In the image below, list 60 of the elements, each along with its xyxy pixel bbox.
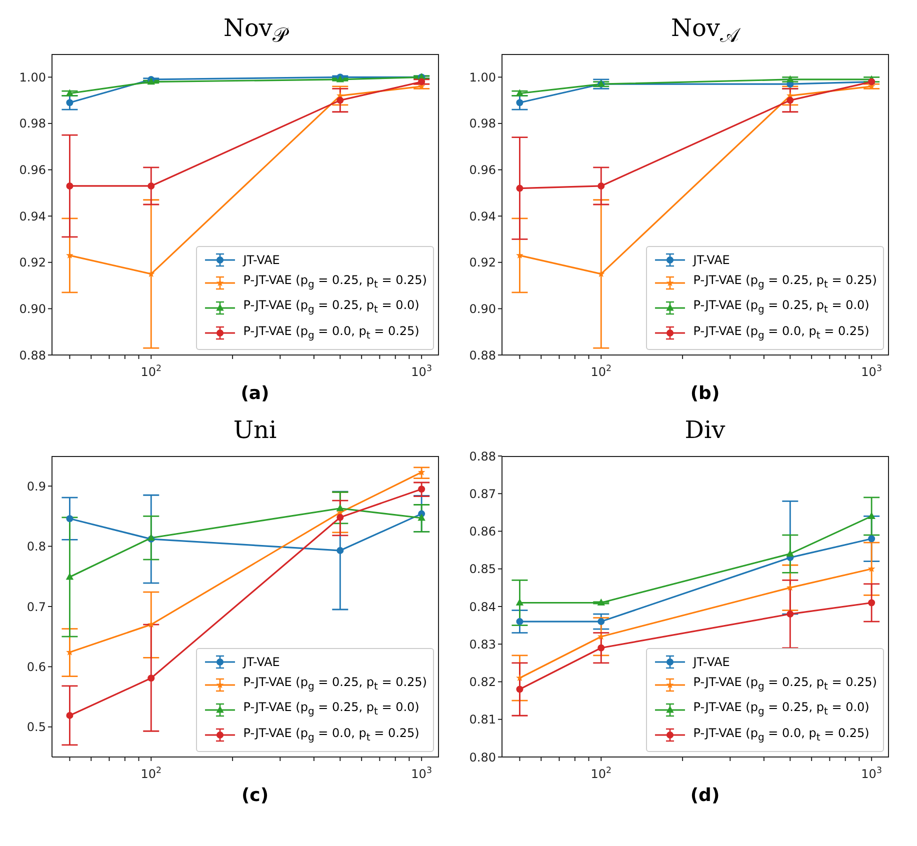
y-tick-label: 0.92	[469, 256, 496, 270]
chart-title: Nov$_{𝒫}$	[222, 13, 290, 48]
y-tick-label: 0.81	[469, 712, 496, 727]
y-tick-label: 0.9	[26, 479, 46, 494]
x-tick-label: 10$^{3}$	[861, 766, 882, 781]
text: (b)	[689, 383, 721, 404]
legend-label: JT-VAE	[243, 654, 280, 671]
y-tick-label: 0.94	[469, 209, 496, 224]
x-tick-label: 10$^{2}$	[590, 766, 612, 781]
y-tick-label: 1.00	[19, 70, 46, 84]
legend-label: JT-VAE	[243, 252, 280, 269]
chart-title: Uni	[232, 415, 278, 446]
y-tick-label: 0.96	[19, 163, 46, 178]
legend-label: P-JT-VAE (p$_{g}$ = 0.25, p$_{t}$ = 0.0)	[693, 297, 870, 318]
legend-label: P-JT-VAE (p$_{g}$ = 0.25, p$_{t}$ = 0.25)	[693, 272, 877, 292]
x-tick-label: 10$^{2}$	[140, 364, 162, 379]
y-tick-label: 0.5	[26, 720, 46, 734]
legend-label: JT-VAE	[693, 654, 730, 671]
chart-title: Nov$_{𝒜}$	[670, 13, 742, 48]
legend-label: P-JT-VAE (p$_{g}$ = 0.25, p$_{t}$ = 0.25)	[243, 674, 427, 694]
text: (d)	[689, 785, 721, 806]
legend-label: P-JT-VAE (p$_{g}$ = 0.25, p$_{t}$ = 0.25)	[693, 674, 877, 694]
x-tick-label: 10$^{2}$	[140, 766, 162, 781]
y-tick-label: 0.87	[469, 486, 496, 501]
x-tick-label: 10$^{3}$	[411, 766, 432, 781]
y-tick-label: 0.83	[469, 637, 496, 652]
y-tick-label: 0.85	[469, 562, 496, 576]
x-tick-label: 10$^{3}$	[411, 364, 432, 379]
legend-label: P-JT-VAE (p$_{g}$ = 0.25, p$_{t}$ = 0.0)	[243, 297, 420, 318]
y-tick-label: 0.84	[469, 600, 496, 614]
chart-title: Div	[684, 415, 726, 446]
y-tick-label: 0.88	[469, 348, 496, 362]
text: (a)	[240, 383, 270, 404]
y-tick-label: 0.92	[19, 256, 46, 270]
y-tick-label: 0.80	[469, 750, 496, 764]
y-tick-label: 0.98	[19, 116, 46, 131]
legend-label: P-JT-VAE (p$_{g}$ = 0.0, p$_{t}$ = 0.25)	[243, 724, 420, 745]
y-tick-label: 0.8	[26, 540, 46, 554]
y-tick-label: 0.94	[19, 209, 46, 224]
y-tick-label: 0.90	[19, 302, 46, 316]
y-tick-label: 0.82	[469, 675, 496, 690]
y-tick-label: 0.88	[19, 348, 46, 362]
legend-label: P-JT-VAE (p$_{g}$ = 0.0, p$_{t}$ = 0.25)	[693, 322, 870, 343]
text: (c)	[240, 785, 270, 806]
y-tick-label: 0.90	[469, 302, 496, 316]
y-tick-label: 0.96	[469, 163, 496, 178]
x-tick-label: 10$^{2}$	[590, 364, 612, 379]
y-tick-label: 0.98	[469, 116, 496, 131]
x-tick-label: 10$^{3}$	[861, 364, 882, 379]
y-tick-label: 0.86	[469, 524, 496, 539]
legend-label: P-JT-VAE (p$_{g}$ = 0.0, p$_{t}$ = 0.25)	[693, 724, 870, 745]
y-tick-label: 0.7	[26, 600, 46, 614]
y-tick-label: 1.00	[469, 70, 496, 84]
legend-label: P-JT-VAE (p$_{g}$ = 0.25, p$_{t}$ = 0.0)	[243, 699, 420, 720]
y-tick-label: 0.6	[26, 660, 46, 674]
legend-label: P-JT-VAE (p$_{g}$ = 0.25, p$_{t}$ = 0.25)	[243, 272, 427, 292]
legend-label: JT-VAE	[693, 252, 730, 269]
y-tick-label: 0.88	[469, 449, 496, 464]
legend-label: P-JT-VAE (p$_{g}$ = 0.25, p$_{t}$ = 0.0)	[693, 699, 870, 720]
legend-label: P-JT-VAE (p$_{g}$ = 0.0, p$_{t}$ = 0.25)	[243, 322, 420, 343]
